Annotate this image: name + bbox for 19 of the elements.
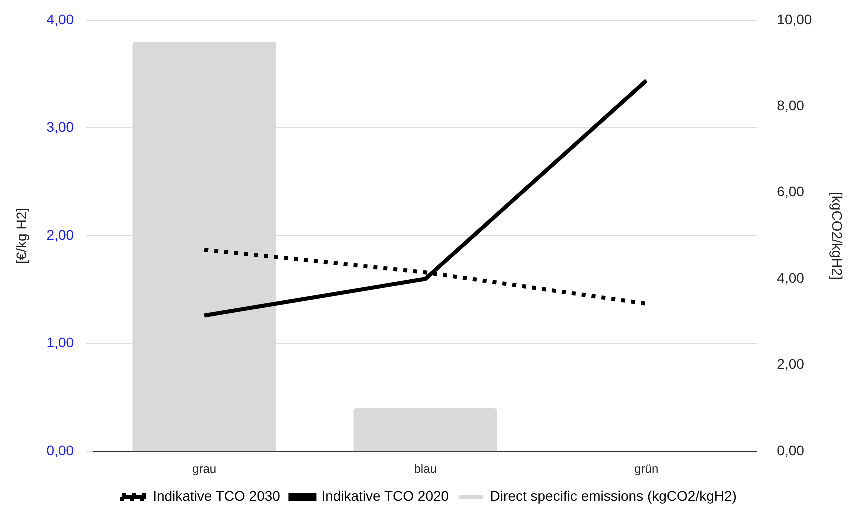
y-tick-label: 1,00 bbox=[46, 334, 74, 351]
y-tick-label: 4,00 bbox=[46, 11, 74, 28]
x-tick-label: blau bbox=[414, 462, 437, 476]
legend-label: Direct specific emissions (kgCO2/kgH2) bbox=[490, 488, 737, 504]
y2-tick-label: 10,00 bbox=[777, 11, 812, 28]
y-axis-title: [€/kg H2] bbox=[13, 208, 30, 264]
y2-tick-label: 0,00 bbox=[777, 442, 805, 458]
y2-tick-label: 4,00 bbox=[777, 270, 805, 286]
legend-label: Indikative TCO 2020 bbox=[322, 488, 450, 504]
y2-tick-label: 2,00 bbox=[777, 356, 805, 372]
y-tick-label: 0,00 bbox=[46, 442, 74, 458]
y-tick-label: 3,00 bbox=[46, 119, 74, 136]
x-tick-label: grau bbox=[192, 462, 217, 476]
y2-tick-label: 8,00 bbox=[777, 98, 805, 114]
y2-tick-label: 6,00 bbox=[777, 184, 805, 200]
legend-label: Indikative TCO 2030 bbox=[153, 488, 281, 504]
x-tick-label: grün bbox=[634, 462, 659, 476]
y-tick-label: 2,00 bbox=[46, 226, 74, 243]
y2-axis-title: [kgCO2/kgH2] bbox=[830, 192, 846, 280]
